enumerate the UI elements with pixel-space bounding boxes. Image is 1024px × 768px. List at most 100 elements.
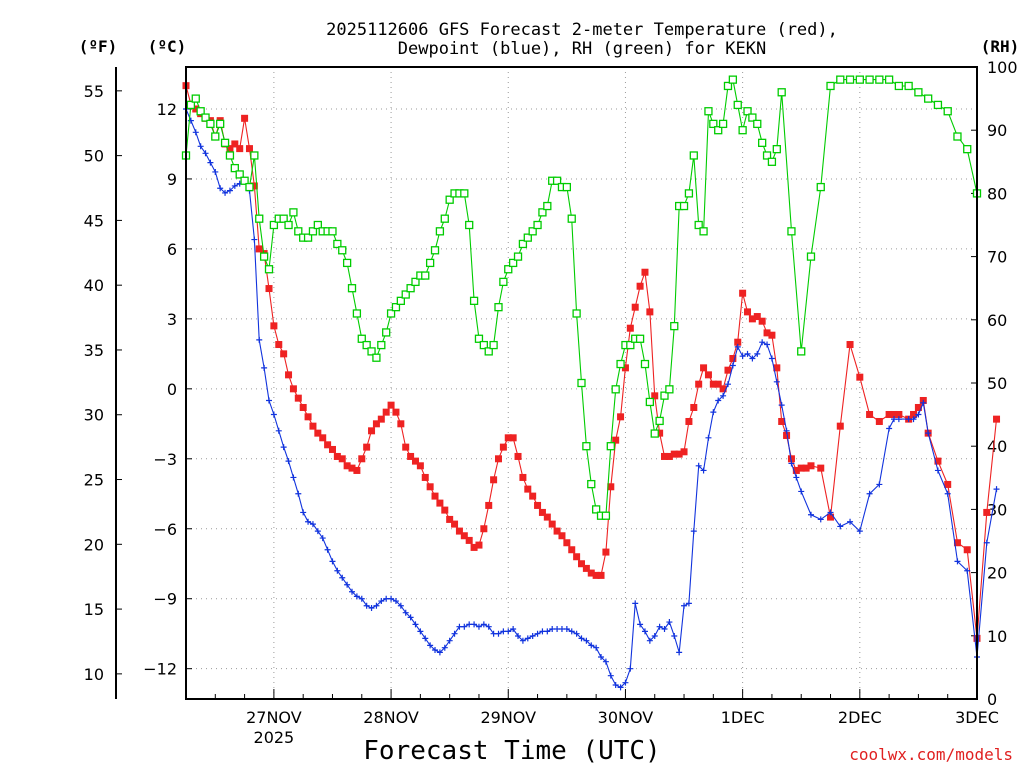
- dewpoint-point-107: [705, 434, 712, 441]
- rh-point-52: [435, 227, 445, 236]
- temperature-point-37: [363, 443, 371, 451]
- temperature-point-39: [372, 420, 380, 428]
- dewpoint-point-70: [524, 635, 531, 642]
- rh-point-65: [499, 277, 508, 287]
- dewpoint-point-109: [715, 397, 722, 404]
- temperature-point-69: [519, 473, 527, 481]
- rh-point-36: [357, 334, 366, 343]
- c-tick-label-1: 9: [167, 170, 177, 189]
- rh-point-3: [196, 107, 205, 116]
- rh-point-83: [587, 479, 596, 489]
- temperature-point-20: [280, 350, 288, 358]
- dewpoint-point-78: [563, 626, 570, 633]
- dewpoint-point-20: [280, 444, 287, 451]
- dewpoint-point-82: [583, 637, 590, 644]
- temperature-point-41: [382, 408, 390, 416]
- temperature-point-134: [866, 410, 874, 418]
- rh-point-130: [855, 75, 864, 84]
- temperature-point-131: [836, 422, 844, 430]
- temperature-point-107: [704, 371, 712, 379]
- temperature-point-96: [651, 392, 659, 400]
- temperature-point-144: [934, 457, 942, 465]
- dewpoint-point-30: [329, 558, 336, 565]
- dewpoint-point-115: [744, 350, 751, 357]
- rh-point-30: [328, 227, 337, 236]
- dewpoint-point-14: [251, 236, 258, 243]
- rh-tick-label-1: 90: [987, 121, 1007, 140]
- credit-text: coolwx.com/models: [849, 745, 1013, 764]
- rh-point-6: [211, 132, 220, 141]
- dewpoint-point-6: [212, 168, 219, 175]
- rh-point-17: [264, 265, 274, 274]
- temperature-point-146: [953, 539, 961, 547]
- temperature-point-149: [983, 508, 991, 516]
- dewpoint-point-94: [641, 628, 648, 635]
- dewpoint-point-132: [856, 528, 863, 535]
- rh-point-100: [670, 321, 679, 331]
- dewpoint-point-111: [724, 381, 731, 388]
- rh-tick-label-5: 50: [987, 374, 1007, 393]
- dewpoint-point-134: [876, 481, 883, 488]
- temperature-point-76: [553, 527, 561, 535]
- rh-point-37: [362, 340, 371, 350]
- dewpoint-point-52: [436, 649, 443, 656]
- rh-point-110: [718, 119, 728, 129]
- rh-point-10: [230, 163, 239, 173]
- dewpoint-point-19: [275, 427, 282, 434]
- rh-point-64: [494, 303, 503, 312]
- temperature-point-138: [895, 410, 903, 418]
- f-tick-label-9: 10: [84, 665, 104, 684]
- rh-point-121: [772, 145, 781, 154]
- dewpoint-point-116: [749, 355, 756, 362]
- temperature-point-124: [787, 455, 795, 463]
- dewpoint-point-27: [314, 528, 321, 535]
- temperature-point-100: [670, 450, 678, 458]
- dewpoint-point-39: [373, 602, 380, 609]
- rh-point-68: [513, 252, 523, 261]
- dewpoint-point-37: [363, 602, 370, 609]
- dewpoint-point-23: [295, 490, 302, 497]
- temperature-point-125: [792, 466, 800, 474]
- rh-point-103: [684, 189, 694, 198]
- rh-point-44: [396, 296, 405, 305]
- dewpoint-point-48: [417, 628, 424, 635]
- rh-point-116: [748, 113, 757, 122]
- rh-point-49: [421, 271, 430, 280]
- dewpoint-point-44: [397, 602, 404, 609]
- rh-point-7: [216, 119, 225, 129]
- rh-point-13: [245, 182, 254, 192]
- rh-point-123: [787, 227, 796, 236]
- dewpoint-point-67: [510, 626, 517, 633]
- dewpoint-point-32: [339, 574, 346, 581]
- temperature-point-22: [289, 385, 297, 393]
- dewpoint-point-145: [954, 558, 961, 565]
- dewpoint-point-118: [759, 339, 766, 346]
- temperature-point-129: [817, 464, 825, 472]
- temperature-point-115: [744, 308, 752, 316]
- temperature-point-19: [275, 341, 283, 349]
- c-tick-label-6: −6: [153, 520, 177, 539]
- temperature-point-67: [509, 434, 517, 442]
- rh-point-51: [430, 246, 440, 255]
- rh-point-23: [294, 227, 303, 236]
- dewpoint-point-108: [710, 409, 717, 416]
- dewpoint-point-93: [637, 621, 644, 628]
- rh-point-104: [689, 151, 698, 160]
- x-axis-label: Forecast Time (UTC): [363, 736, 660, 766]
- rh-point-50: [425, 258, 435, 268]
- rh-point-9: [225, 151, 235, 160]
- dewpoint-point-66: [505, 628, 512, 635]
- rh-point-113: [733, 100, 742, 110]
- rh-point-76: [552, 176, 562, 185]
- temperature-point-33: [343, 462, 351, 470]
- f-tick-label-2: 45: [84, 211, 104, 230]
- temperature-point-114: [739, 289, 747, 297]
- f-tick-label-5: 30: [84, 406, 104, 425]
- rh-point-39: [372, 353, 381, 362]
- x-tick-label-4: 1DEC: [721, 708, 765, 727]
- x-tick-label-6: 3DEC: [955, 708, 999, 727]
- celsius-axis: 12 9 6 3 0 −3 −6 −9 −12: [143, 100, 192, 679]
- dewpoint-point-142: [925, 430, 932, 437]
- celsius-unit-label: (ºC): [148, 37, 187, 56]
